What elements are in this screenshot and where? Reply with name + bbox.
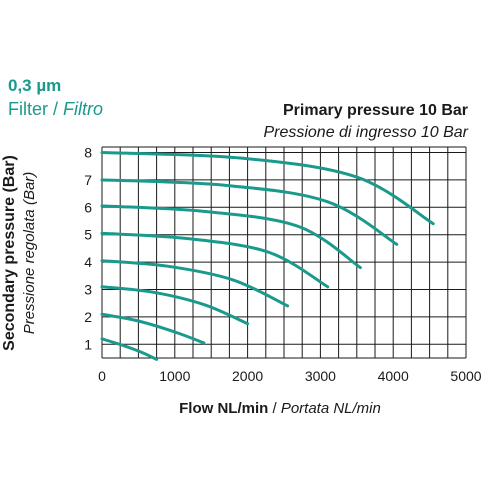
series-line: [100, 178, 399, 246]
chart-subtitle: Pressione di ingresso 10 Bar: [263, 124, 468, 141]
filter-label-sep: /: [48, 99, 64, 119]
y-tick-label: 8: [84, 144, 92, 160]
y-tick-label: 6: [84, 199, 92, 215]
filter-label-en: Filter: [8, 99, 48, 119]
x-axis-label-en: Flow NL/min: [179, 400, 269, 417]
chart-title: Primary pressure 10 Bar: [283, 102, 468, 119]
series-line: [100, 231, 330, 289]
x-tick-label: 1000: [159, 368, 190, 384]
x-tick-label: 4000: [378, 368, 409, 384]
x-tick-label: 5000: [450, 368, 481, 384]
y-tick-label: 7: [84, 172, 92, 188]
y-tick-label: 3: [84, 281, 92, 297]
series-line: [100, 259, 290, 308]
x-axis-label-sep: /: [268, 400, 281, 417]
y-tick-label: 5: [84, 227, 92, 243]
x-tick-label: 0: [98, 368, 106, 384]
x-tick-label: 3000: [305, 368, 336, 384]
x-axis-label: Flow NL/min / Portata NL/min: [0, 400, 500, 417]
filter-label: Filter / Filtro: [8, 99, 103, 120]
y-tick-label: 4: [84, 254, 92, 270]
x-tick-label: 2000: [232, 368, 263, 384]
series-line: [100, 312, 206, 345]
series-line: [100, 151, 435, 226]
series-line: [100, 204, 362, 270]
filter-label-it: Filtro: [63, 99, 104, 119]
y-tick-label: 1: [84, 336, 92, 352]
x-axis-label-it: Portata NL/min: [280, 400, 381, 417]
series-line: [100, 337, 159, 361]
filter-size-label: 0,3 µm: [8, 76, 62, 95]
series-line: [100, 285, 250, 326]
y-tick-label: 2: [84, 309, 92, 325]
